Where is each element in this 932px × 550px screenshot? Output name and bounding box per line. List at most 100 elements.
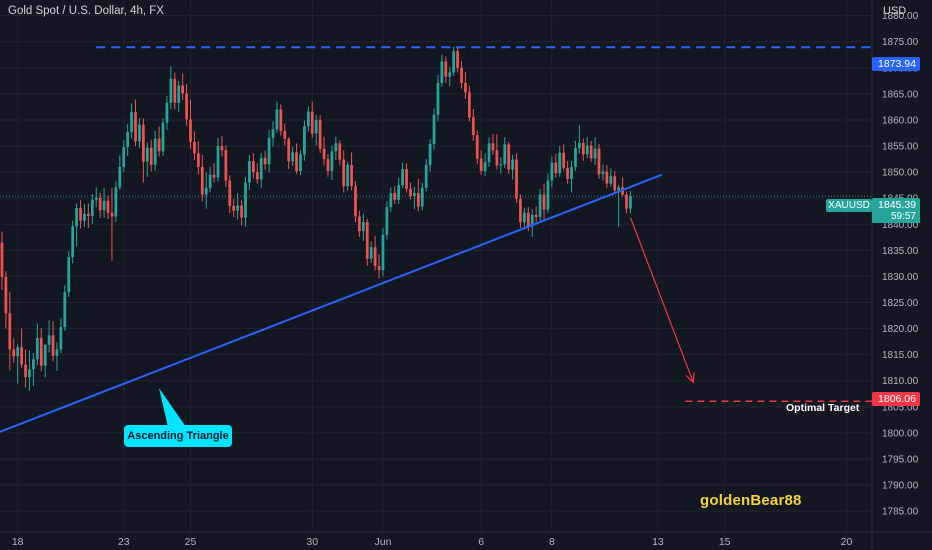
candle-body <box>436 82 440 115</box>
candle-body <box>373 247 377 266</box>
candle-body <box>75 208 78 227</box>
candle-body <box>342 159 346 187</box>
candle-body <box>212 174 216 178</box>
candle-body <box>365 222 369 259</box>
candle-body <box>581 142 585 155</box>
candle-body <box>322 148 326 160</box>
candle-body <box>519 198 522 223</box>
candle-body <box>185 93 188 120</box>
candle-body <box>193 141 196 154</box>
candle-body <box>609 176 613 184</box>
candle-body <box>577 142 581 149</box>
candle-body <box>165 102 169 123</box>
candle-body <box>515 159 518 199</box>
candle-body <box>94 197 98 200</box>
price-axis-label: 1850.00 <box>882 168 919 179</box>
candle-body <box>562 152 566 168</box>
candle-body <box>550 162 554 181</box>
candle-body <box>90 199 94 216</box>
candle-body <box>35 337 39 360</box>
candle-body <box>468 92 471 118</box>
candle-body <box>83 213 86 221</box>
candle-body <box>456 51 459 68</box>
candle-body <box>487 143 491 163</box>
time-axis-label: 13 <box>652 536 664 548</box>
candle-body <box>334 143 338 152</box>
candle-body <box>47 335 51 345</box>
candle-body <box>526 212 530 227</box>
candle-body <box>511 159 514 170</box>
ascending-trendline[interactable] <box>0 173 663 433</box>
candle-body <box>8 313 12 350</box>
candle-body <box>4 276 8 314</box>
candle-body <box>141 124 145 162</box>
resistance-price-tag: 1873.94 <box>872 57 920 71</box>
candle-body <box>259 158 263 180</box>
candle-body <box>204 187 208 195</box>
candle-body <box>67 257 71 293</box>
candle-body <box>196 153 200 167</box>
candle-body <box>130 112 133 132</box>
candle-body <box>208 174 212 188</box>
candle-body <box>593 148 597 159</box>
candle-body <box>330 151 334 172</box>
price-axis-label: 1865.00 <box>882 89 919 100</box>
candle-body <box>629 196 632 209</box>
candle-body <box>228 180 232 207</box>
candle-body <box>354 186 357 217</box>
candle-body <box>189 119 192 142</box>
candle-body <box>110 212 114 217</box>
candle-body <box>106 200 110 213</box>
candle-body <box>597 148 601 175</box>
candle-body <box>251 161 255 173</box>
author-watermark: goldenBear88 <box>700 492 802 509</box>
time-axis-label: 20 <box>841 536 853 548</box>
ascending-triangle-callout[interactable]: Ascending Triangle <box>124 425 232 447</box>
price-axis-label: 1880.00 <box>882 11 919 22</box>
price-axis-label: 1820.00 <box>882 324 919 335</box>
time-axis-label: 18 <box>12 536 24 548</box>
candle-body <box>43 344 47 366</box>
candle-body <box>87 213 90 216</box>
time-axis-label: 15 <box>719 536 731 548</box>
candle-body <box>291 152 295 162</box>
candle-body <box>358 216 361 232</box>
candle-body <box>475 135 479 159</box>
candle-body <box>346 164 349 187</box>
candle-body <box>589 145 593 159</box>
candle-body <box>145 147 149 162</box>
candle-body <box>401 168 404 186</box>
candle-body <box>306 111 310 127</box>
candle-body <box>267 138 271 165</box>
candle-body <box>126 131 130 148</box>
candle-body <box>28 369 31 378</box>
projection-arrowhead <box>685 372 695 384</box>
candle-body <box>420 187 424 207</box>
price-axis-label: 1810.00 <box>882 376 919 387</box>
candle-body <box>177 85 181 103</box>
candle-body <box>452 51 456 73</box>
candle-body <box>605 171 609 184</box>
candle-body <box>310 111 314 134</box>
candle-body <box>460 67 463 83</box>
price-axis-label: 1795.00 <box>882 454 919 465</box>
candle-body <box>566 167 569 179</box>
candle-body <box>59 327 63 350</box>
price-axis-label: 1815.00 <box>882 350 919 361</box>
candle-body <box>546 180 550 210</box>
candle-body <box>0 242 4 277</box>
candle-body <box>98 197 102 211</box>
candle-body <box>495 150 499 166</box>
candle-body <box>244 182 247 218</box>
price-axis-label: 1835.00 <box>882 246 919 257</box>
candle-body <box>377 266 381 271</box>
optimal-target-label: Optimal Target <box>786 402 860 414</box>
candle-body <box>538 194 542 217</box>
candle-body <box>157 138 161 152</box>
projection-arrow[interactable] <box>629 217 694 383</box>
candle-body <box>71 226 75 258</box>
candle-body <box>409 188 412 197</box>
candle-body <box>303 126 306 155</box>
price-axis-label: 1825.00 <box>882 298 919 309</box>
